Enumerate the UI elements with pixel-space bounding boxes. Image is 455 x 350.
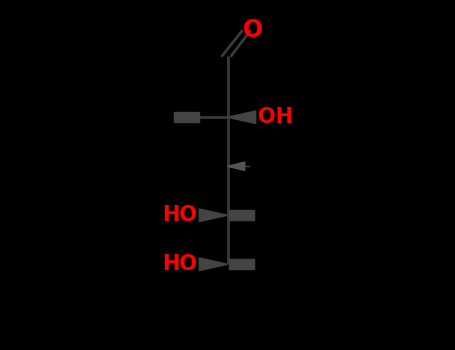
Polygon shape [228,162,245,170]
Text: HO: HO [162,205,197,225]
Polygon shape [174,112,199,122]
Polygon shape [199,258,228,271]
Text: OH: OH [258,107,293,127]
Polygon shape [199,209,228,222]
Text: HO: HO [162,254,197,274]
Polygon shape [229,210,254,220]
Polygon shape [229,259,254,269]
Text: O: O [243,18,263,42]
Polygon shape [228,111,256,124]
